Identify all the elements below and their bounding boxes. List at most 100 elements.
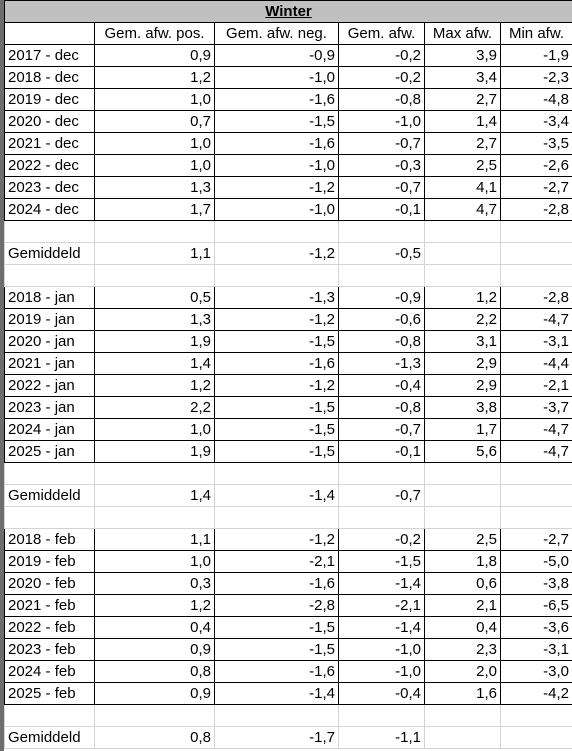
cell: 2,7: [424, 132, 501, 155]
row: 2022 - jan 1,2 -1,2 -0,4 2,9 -2,1: [4, 374, 572, 397]
cell: -0,1: [338, 440, 425, 463]
cell: -2,1: [500, 374, 572, 397]
row: 2023 - jan 2,2 -1,5 -0,8 3,8 -3,7: [4, 396, 572, 419]
cell: -2,8: [500, 198, 572, 221]
cell: 2,5: [424, 528, 501, 551]
cell: 0,8: [94, 726, 215, 749]
row-header-strip: [0, 0, 4, 751]
cell: 1,4: [94, 352, 215, 375]
cell: -1,5: [214, 110, 339, 133]
cell: -1,1: [338, 726, 425, 749]
row: 2023 - feb 0,9 -1,5 -1,0 2,3 -3,1: [4, 638, 572, 661]
row: 2024 - feb 0,8 -1,6 -1,0 2,0 -3,0: [4, 660, 572, 683]
cell: 2017 - dec: [4, 44, 95, 67]
cell: -1,0: [338, 638, 425, 661]
cell: 2021 - feb: [4, 594, 95, 617]
cell: 2018 - dec: [4, 66, 95, 89]
cell: -0,4: [338, 374, 425, 397]
cell: [338, 264, 425, 287]
row: 2017 - dec 0,9 -0,9 -0,2 3,9 -1,9: [4, 44, 572, 67]
cell: -0,8: [338, 88, 425, 111]
cell: 0,4: [94, 616, 215, 639]
cell: 2024 - feb: [4, 660, 95, 683]
cell: -0,7: [338, 176, 425, 199]
cell: 1,0: [94, 418, 215, 441]
cell: 0,5: [94, 286, 215, 309]
cell: -2,3: [500, 66, 572, 89]
cell: -2,6: [500, 154, 572, 177]
cell: [94, 264, 215, 287]
row: [4, 220, 572, 243]
cell: [94, 462, 215, 485]
cell: 1,0: [94, 132, 215, 155]
row: Gem. afw. pos. Gem. afw. neg. Gem. afw. Max…: [4, 22, 572, 45]
cell: 2,0: [424, 660, 501, 683]
cell: -0,9: [214, 44, 339, 67]
row: Winter: [4, 0, 572, 23]
cell: Max afw.: [424, 22, 501, 45]
cell: 0,7: [94, 110, 215, 133]
cell: Gem. afw. neg.: [214, 22, 339, 45]
cell: 2019 - jan: [4, 308, 95, 331]
cell: 1,9: [94, 440, 215, 463]
cell: [500, 462, 572, 485]
row: Gemiddeld 1,4 -1,4 -0,7: [4, 484, 572, 507]
cell: 0,9: [94, 44, 215, 67]
cell: -2,1: [214, 550, 339, 573]
cell: -1,7: [214, 726, 339, 749]
cell: 2023 - dec: [4, 176, 95, 199]
cell: Min afw.: [500, 22, 572, 45]
cell: -3,1: [500, 330, 572, 353]
row: 2020 - feb 0,3 -1,6 -1,4 0,6 -3,8: [4, 572, 572, 595]
cell: 1,1: [94, 242, 215, 265]
cell: 3,9: [424, 44, 501, 67]
cell: 4,1: [424, 176, 501, 199]
row: 2024 - jan 1,0 -1,5 -0,7 1,7 -4,7: [4, 418, 572, 441]
cell: 3,1: [424, 330, 501, 353]
cell: Winter: [4, 0, 572, 23]
row: 2021 - feb 1,2 -2,8 -2,1 2,1 -6,5: [4, 594, 572, 617]
cell: -1,5: [338, 550, 425, 573]
cell: -1,3: [214, 286, 339, 309]
cell: 2023 - feb: [4, 638, 95, 661]
row: 2025 - feb 0,9 -1,4 -0,4 1,6 -4,2: [4, 682, 572, 705]
cell: -1,5: [214, 396, 339, 419]
cell: 4,7: [424, 198, 501, 221]
cell: -0,8: [338, 330, 425, 353]
row: 2024 - dec 1,7 -1,0 -0,1 4,7 -2,8: [4, 198, 572, 221]
cell: Gem. afw.: [338, 22, 425, 45]
cell: [424, 242, 501, 265]
sheet-body: Winter Gem. afw. pos. Gem. afw. neg. Gem. a…: [4, 0, 572, 749]
cell: -1,4: [338, 572, 425, 595]
cell: 0,3: [94, 572, 215, 595]
row: 2025 - jan 1,9 -1,5 -0,1 5,6 -4,7: [4, 440, 572, 463]
cell: -2,1: [338, 594, 425, 617]
cell: -0,6: [338, 308, 425, 331]
cell: 2025 - feb: [4, 682, 95, 705]
cell: -0,5: [338, 242, 425, 265]
cell: [94, 220, 215, 243]
cell: Gem. afw. pos.: [94, 22, 215, 45]
cell: 2,5: [424, 154, 501, 177]
cell: 2020 - dec: [4, 110, 95, 133]
row: 2022 - dec 1,0 -1,0 -0,3 2,5 -2,6: [4, 154, 572, 177]
cell: -1,0: [214, 66, 339, 89]
cell: [500, 726, 572, 749]
cell: -0,3: [338, 154, 425, 177]
cell: 2,7: [424, 88, 501, 111]
cell: -0,1: [338, 198, 425, 221]
cell: -0,4: [338, 682, 425, 705]
cell: 1,4: [94, 484, 215, 507]
cell: [214, 506, 339, 529]
cell: 1,9: [94, 330, 215, 353]
cell: 2022 - feb: [4, 616, 95, 639]
cell: [338, 220, 425, 243]
cell: -4,7: [500, 440, 572, 463]
cell: -0,8: [338, 396, 425, 419]
cell: [4, 264, 95, 287]
cell: 1,4: [424, 110, 501, 133]
cell: -0,2: [338, 66, 425, 89]
cell: [338, 506, 425, 529]
cell: -2,8: [214, 594, 339, 617]
